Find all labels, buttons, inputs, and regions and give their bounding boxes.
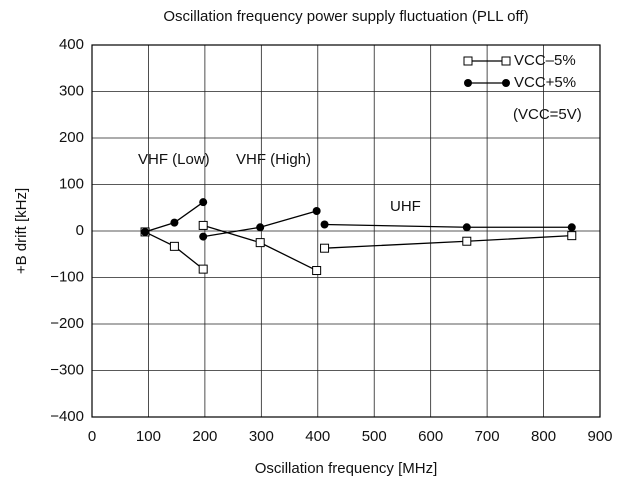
series-line (324, 223, 572, 228)
marker (312, 207, 321, 216)
legend-marker (463, 56, 473, 66)
y-tick-label: −300 (50, 361, 84, 378)
x-tick-label: 300 (249, 428, 274, 445)
series-line (144, 201, 204, 233)
y-tick-label: −100 (50, 268, 84, 285)
annotation: VHF (Low) (138, 151, 210, 168)
x-tick-label: 700 (475, 428, 500, 445)
marker (567, 231, 577, 241)
marker (462, 223, 471, 232)
y-tick-label: 200 (59, 129, 84, 146)
x-tick-label: 400 (305, 428, 330, 445)
marker (199, 232, 208, 241)
marker (198, 220, 208, 230)
legend-marker (464, 79, 472, 87)
marker (320, 243, 330, 253)
y-tick-label: 300 (59, 82, 84, 99)
annotation: VHF (High) (236, 151, 311, 168)
marker (256, 223, 265, 232)
series-line (203, 224, 317, 272)
annotation: UHF (390, 198, 421, 215)
y-tick-label: 100 (59, 175, 84, 192)
marker (462, 236, 472, 246)
marker (169, 241, 179, 251)
x-tick-label: 0 (88, 428, 96, 445)
marker (199, 198, 208, 207)
y-tick-label: −400 (50, 408, 84, 425)
marker (170, 218, 179, 227)
legend-marker (502, 79, 510, 87)
marker (320, 220, 329, 229)
x-axis-label: Oscillation frequency [MHz] (255, 460, 438, 477)
y-axis-label: +B drift [kHz] (13, 188, 30, 274)
marker (141, 227, 150, 236)
chart-title: Oscillation frequency power supply fluct… (163, 8, 528, 25)
marker (312, 266, 322, 276)
x-tick-label: 100 (136, 428, 161, 445)
series-line (324, 235, 572, 249)
x-tick-label: 200 (192, 428, 217, 445)
legend-label: VCC+5% (514, 74, 576, 91)
x-tick-label: 800 (531, 428, 556, 445)
plot-frame (91, 44, 601, 418)
x-tick-label: 900 (587, 428, 612, 445)
legend-marker (501, 56, 511, 66)
y-tick-label: −200 (50, 315, 84, 332)
y-tick-label: 400 (59, 36, 84, 53)
x-tick-label: 600 (418, 428, 443, 445)
y-tick-label: 0 (76, 222, 84, 239)
legend-label: VCC–5% (514, 52, 576, 69)
marker (567, 223, 576, 232)
marker (255, 238, 265, 248)
annotation: (VCC=5V) (513, 106, 582, 123)
marker (198, 264, 208, 274)
x-tick-label: 500 (362, 428, 387, 445)
